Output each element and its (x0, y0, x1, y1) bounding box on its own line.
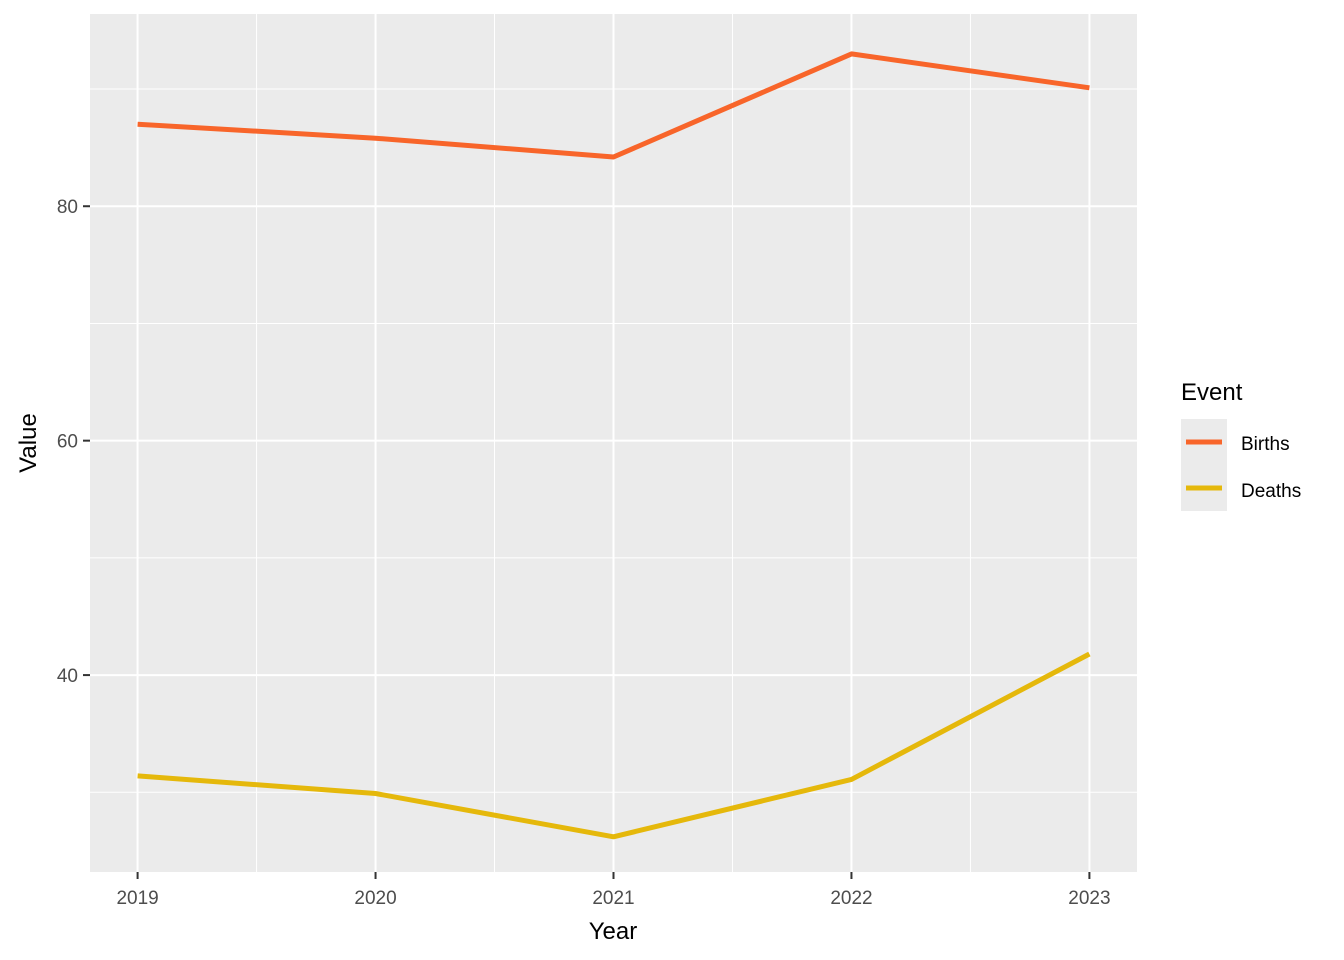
x-axis: 2019 2020 2021 2022 2023 (116, 872, 1111, 909)
y-tick-label: 60 (57, 432, 78, 453)
legend-label-deaths: Deaths (1241, 481, 1301, 502)
series-line-deaths (137, 651, 1091, 840)
x-axis-title: Year (589, 918, 638, 945)
legend: Event Births Deaths (1181, 379, 1301, 511)
x-tick-label: 2022 (830, 888, 872, 909)
y-axis: 40 60 80 (57, 197, 90, 687)
x-tick-label: 2019 (116, 888, 158, 909)
major-gridlines (90, 14, 1137, 872)
legend-label-births: Births (1241, 434, 1290, 455)
y-tick-label: 80 (57, 197, 78, 218)
x-tick-label: 2021 (592, 888, 634, 909)
legend-title: Event (1181, 379, 1243, 406)
x-tick-label: 2023 (1068, 888, 1110, 909)
x-tick-label: 2020 (354, 888, 396, 909)
series-lines (137, 51, 1091, 840)
y-axis-title: Value (15, 413, 42, 473)
y-tick-label: 40 (57, 666, 78, 687)
series-line-births (137, 51, 1090, 160)
